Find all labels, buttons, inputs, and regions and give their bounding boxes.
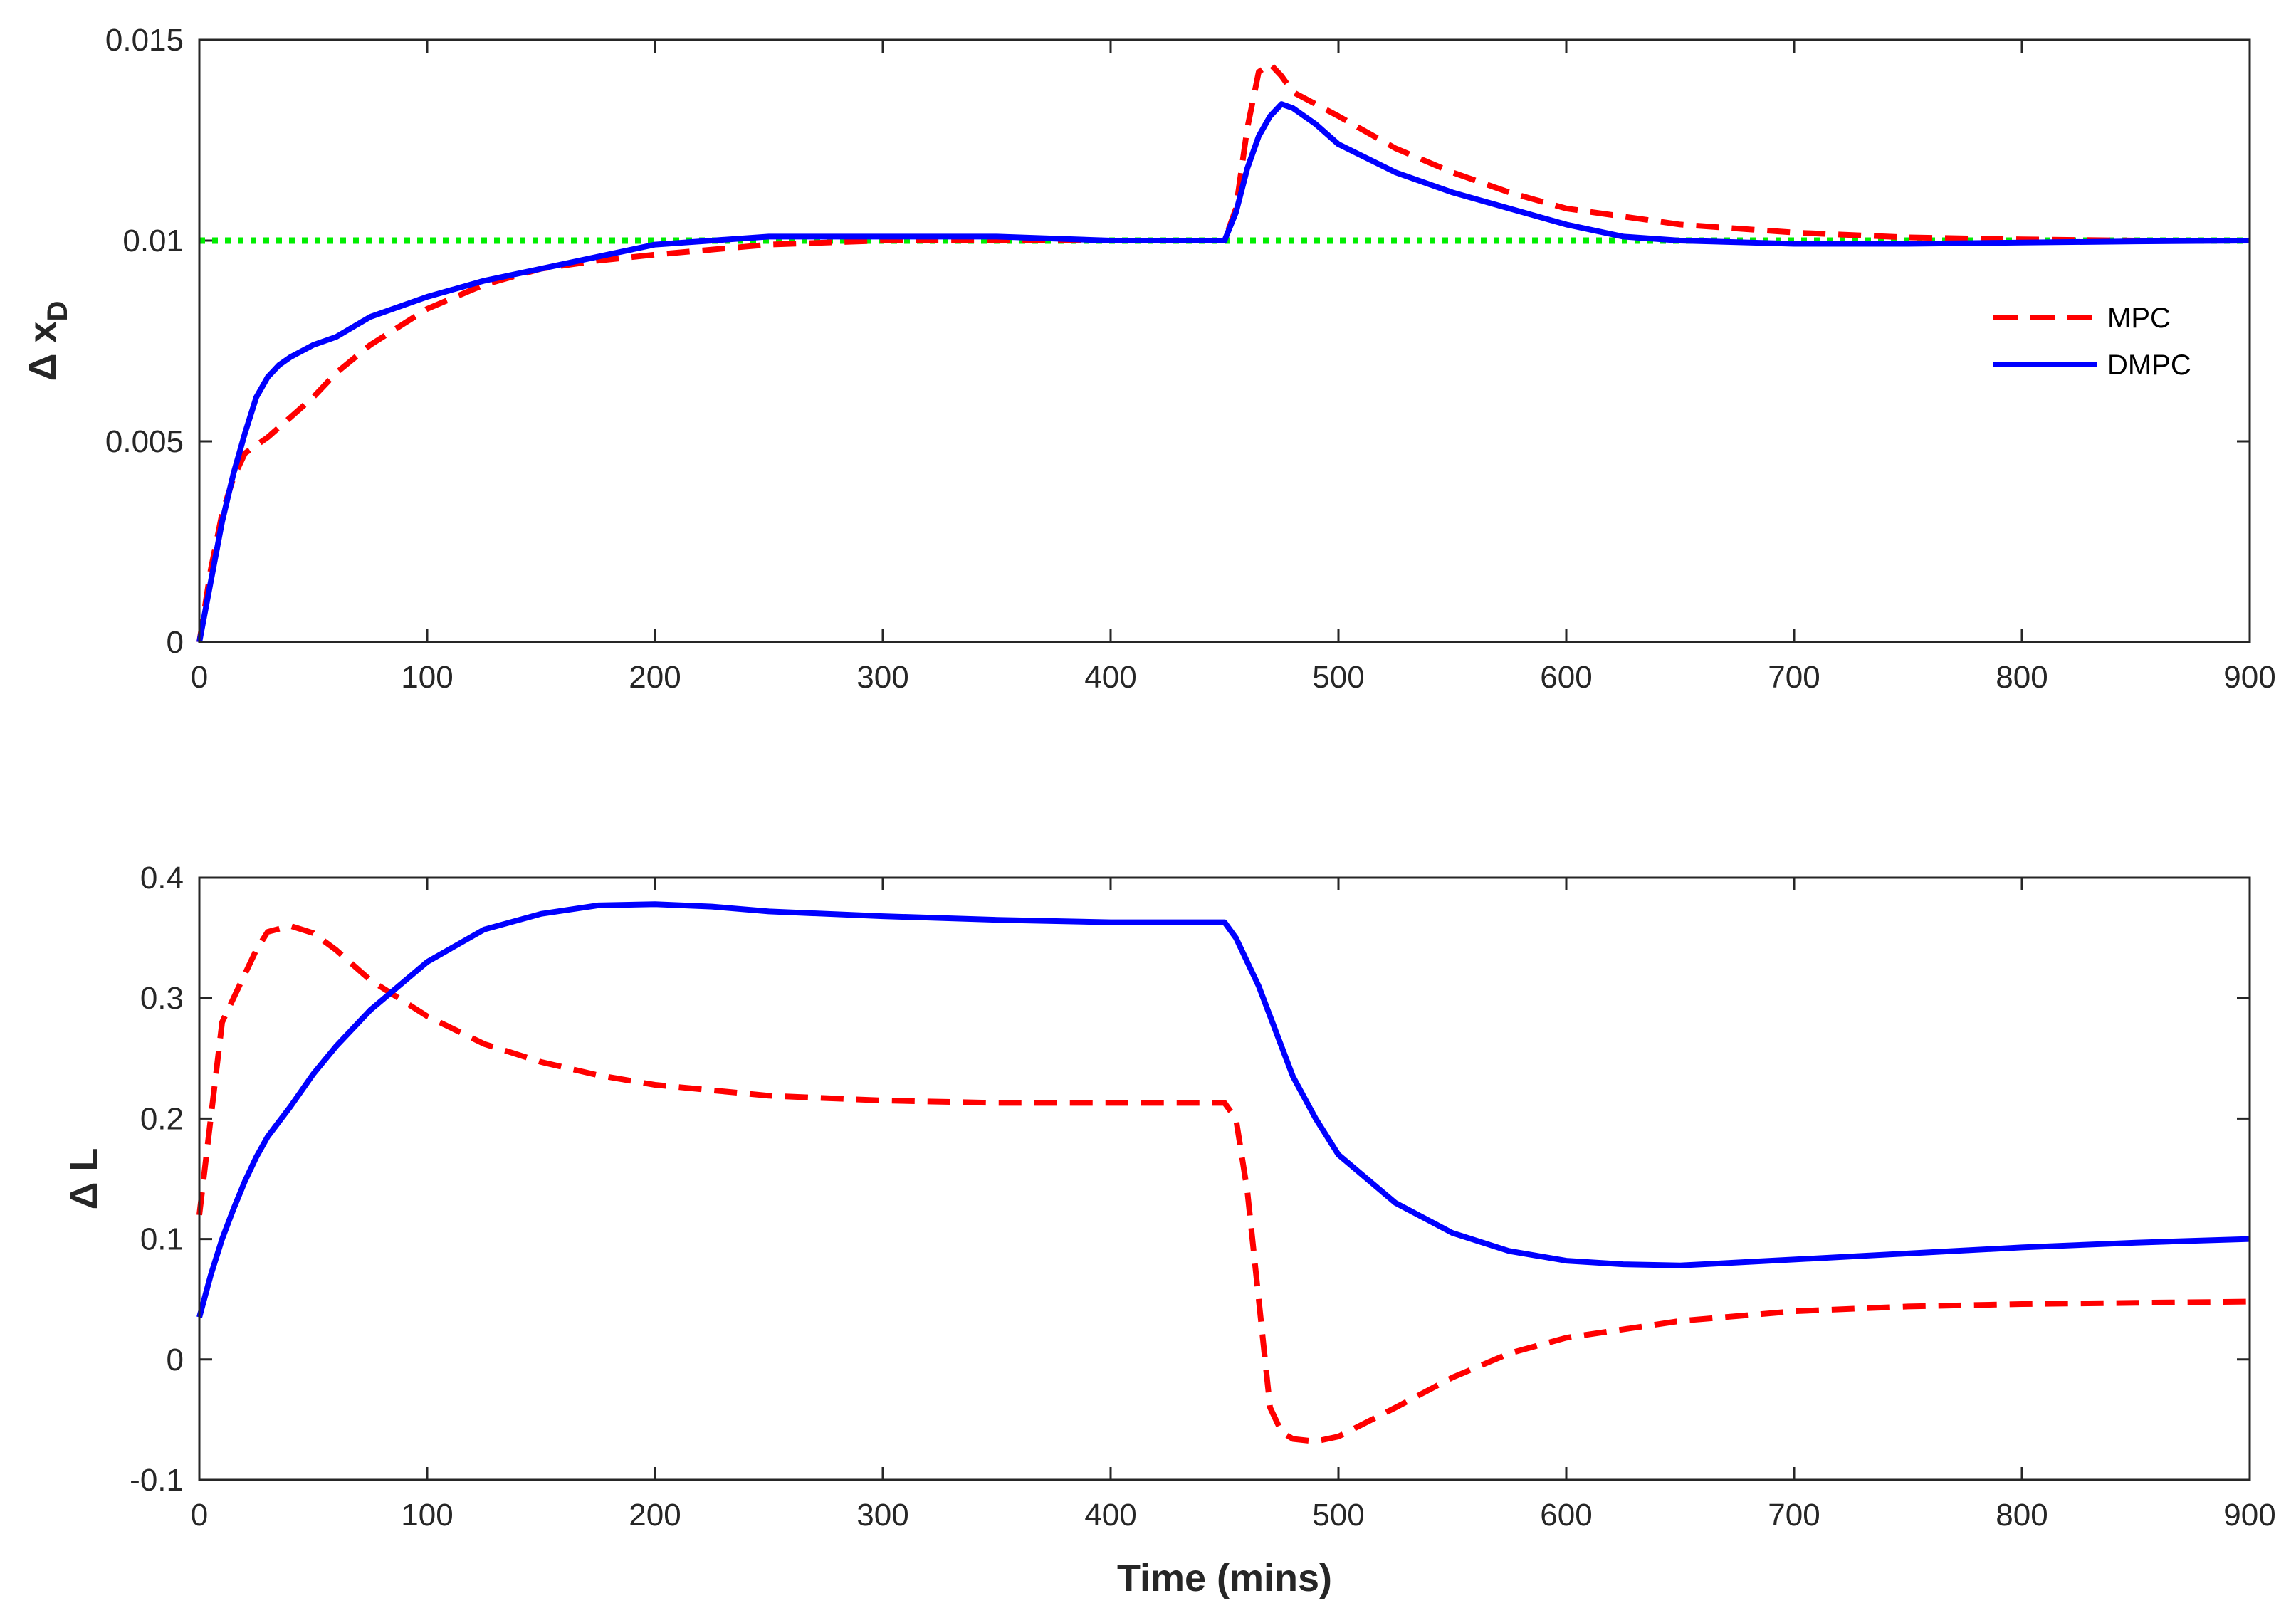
bottom-y-tick-label: 0.4 bbox=[140, 861, 184, 895]
top-y-axis-symbol: Δ x bbox=[21, 322, 64, 382]
bottom-y-axis-title: Δ L bbox=[63, 1148, 105, 1210]
top-y-tick-labels: 0 0.005 0.01 0.015 bbox=[105, 23, 184, 660]
bottom-y-tick-label: 0 bbox=[167, 1343, 184, 1377]
bottom-y-tick-label: -0.1 bbox=[130, 1463, 184, 1498]
bottom-x-tick-label: 100 bbox=[401, 1498, 453, 1533]
legend-dmpc-label: DMPC bbox=[2107, 350, 2191, 381]
bottom-x-tick-label: 400 bbox=[1084, 1498, 1136, 1533]
top-x-tick-label: 300 bbox=[856, 660, 908, 695]
top-x-tick-label: 500 bbox=[1312, 660, 1364, 695]
top-x-tick-label: 0 bbox=[191, 660, 208, 695]
bottom-plot-area bbox=[199, 878, 2250, 1480]
top-x-tick-label: 200 bbox=[629, 660, 681, 695]
bottom-y-tick-label: 0.2 bbox=[140, 1101, 184, 1136]
top-y-tick-label: 0.005 bbox=[105, 424, 184, 459]
top-x-tick-label: 600 bbox=[1540, 660, 1592, 695]
top-y-axis-title: Δ xD bbox=[21, 301, 73, 382]
bottom-x-tick-label: 800 bbox=[1996, 1498, 2048, 1533]
top-axes-box bbox=[198, 38, 2251, 643]
bottom-x-tick-label: 700 bbox=[1768, 1498, 1820, 1533]
top-subplot: 0 100 200 300 400 500 600 700 800 900 00.0050.010… bbox=[21, 23, 2276, 695]
bottom-x-tick-labels: 0 100 200 300 400 500 600 700 800 900 bbox=[191, 1498, 2276, 1533]
bottom-x-tick-label: 500 bbox=[1312, 1498, 1364, 1533]
top-x-tick-label: 900 bbox=[2223, 660, 2275, 695]
legend-mpc-label: MPC bbox=[2107, 303, 2171, 334]
bottom-y-tick-labels: -0.1 0 0.1 0.2 0.3 0.4 bbox=[130, 861, 184, 1498]
bottom-axes-box bbox=[198, 876, 2251, 1481]
top-x-tick-label: 400 bbox=[1084, 660, 1136, 695]
top-y-axis-subscript: D bbox=[42, 301, 73, 322]
bottom-series-dmpc bbox=[196, 901, 2250, 1318]
bottom-x-tick-label: 900 bbox=[2223, 1498, 2275, 1533]
bottom-x-axis-title: Time (mins) bbox=[1117, 1557, 1332, 1599]
bottom-x-tick-label: 0 bbox=[191, 1498, 208, 1533]
top-y-tick-label: 0 bbox=[167, 625, 184, 660]
top-y-tick-label: 0.015 bbox=[105, 23, 184, 58]
top-x-tick-label: 700 bbox=[1768, 660, 1820, 695]
bottom-y-tick-label: 0.3 bbox=[140, 981, 184, 1016]
top-x-tick-label: 100 bbox=[401, 660, 453, 695]
bottom-x-tick-label: 600 bbox=[1540, 1498, 1592, 1533]
top-plot-area bbox=[199, 40, 2250, 642]
top-y-tick-label: 0.01 bbox=[122, 224, 184, 258]
bottom-series-group bbox=[196, 901, 2250, 1444]
bottom-series-mpc bbox=[196, 923, 2250, 1444]
top-x-tick-label: 800 bbox=[1996, 660, 2048, 695]
top-series-dmpc bbox=[196, 101, 2250, 643]
bottom-y-tick-label: 0.1 bbox=[140, 1222, 184, 1257]
top-series-group bbox=[196, 61, 2250, 643]
bottom-x-tick-label: 300 bbox=[856, 1498, 908, 1533]
legend: MPC DMPC bbox=[1993, 303, 2191, 381]
top-x-tick-labels: 0 100 200 300 400 500 600 700 800 900 bbox=[191, 660, 2276, 695]
bottom-x-tick-label: 200 bbox=[629, 1498, 681, 1533]
bottom-subplot: 0 100 200 300 400 500 600 700 800 900 -0.100.10.2… bbox=[63, 861, 2276, 1599]
